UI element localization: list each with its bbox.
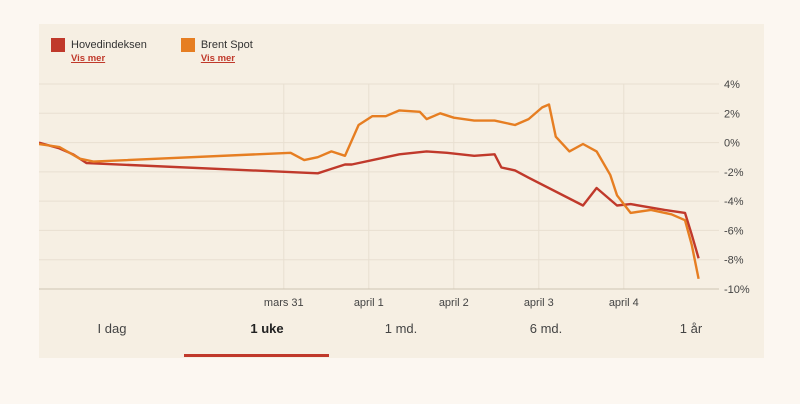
vis-mer-link-brent-spot[interactable]: Vis mer <box>200 53 235 64</box>
series-line-brent-spot <box>39 103 700 280</box>
range-button-3[interactable]: 6 md. <box>529 321 563 336</box>
legend-item-hovedindeksen: Hovedindeksen Vis mer <box>51 38 147 65</box>
x-tick-label: april 4 <box>609 297 639 309</box>
y-tick-label: -4% <box>724 196 744 208</box>
x-tick-label: mars 31 <box>264 297 304 309</box>
legend-label-brent-spot: Brent Spot <box>200 39 253 51</box>
y-tick-label: 2% <box>724 108 740 120</box>
range-button-1[interactable]: 1 uke <box>250 321 284 336</box>
selected-range-underline <box>184 354 329 357</box>
range-button-0[interactable]: I dag <box>97 321 127 336</box>
range-button-4[interactable]: 1 år <box>679 321 703 336</box>
legend-swatch-hovedindeksen <box>51 38 65 52</box>
legend-item-brent-spot: Brent Spot Vis mer <box>180 38 253 65</box>
x-tick-label: april 1 <box>354 297 384 309</box>
vis-mer-link-hovedindeksen[interactable]: Vis mer <box>71 53 106 64</box>
range-button-2[interactable]: 1 md. <box>384 321 418 336</box>
legend: Hovedindeksen Vis mer Brent Spot Vis mer <box>51 38 287 65</box>
legend-swatch-brent-spot <box>180 38 195 52</box>
y-tick-label: -10% <box>724 284 750 296</box>
x-tick-label: april 3 <box>524 297 554 309</box>
legend-label-hovedindeksen: Hovedindeksen <box>71 39 147 51</box>
y-tick-label: -2% <box>724 167 744 179</box>
y-tick-label: 0% <box>724 138 740 150</box>
y-tick-label: 4% <box>724 79 740 91</box>
chart-card: Hovedindeksen Vis mer Brent Spot Vis mer… <box>39 24 764 358</box>
x-tick-label: april 2 <box>439 297 469 309</box>
y-tick-label: -8% <box>724 255 744 267</box>
line-chart: 4% 2% 0% -2% -4% -6% -8% -10% mars 31 april 1 apri… <box>39 79 750 309</box>
y-tick-label: -6% <box>724 225 744 237</box>
series-line-hovedindeksen <box>39 141 700 259</box>
range-selector: I dag 1 uke 1 md. 6 md. 1 år <box>39 318 764 358</box>
